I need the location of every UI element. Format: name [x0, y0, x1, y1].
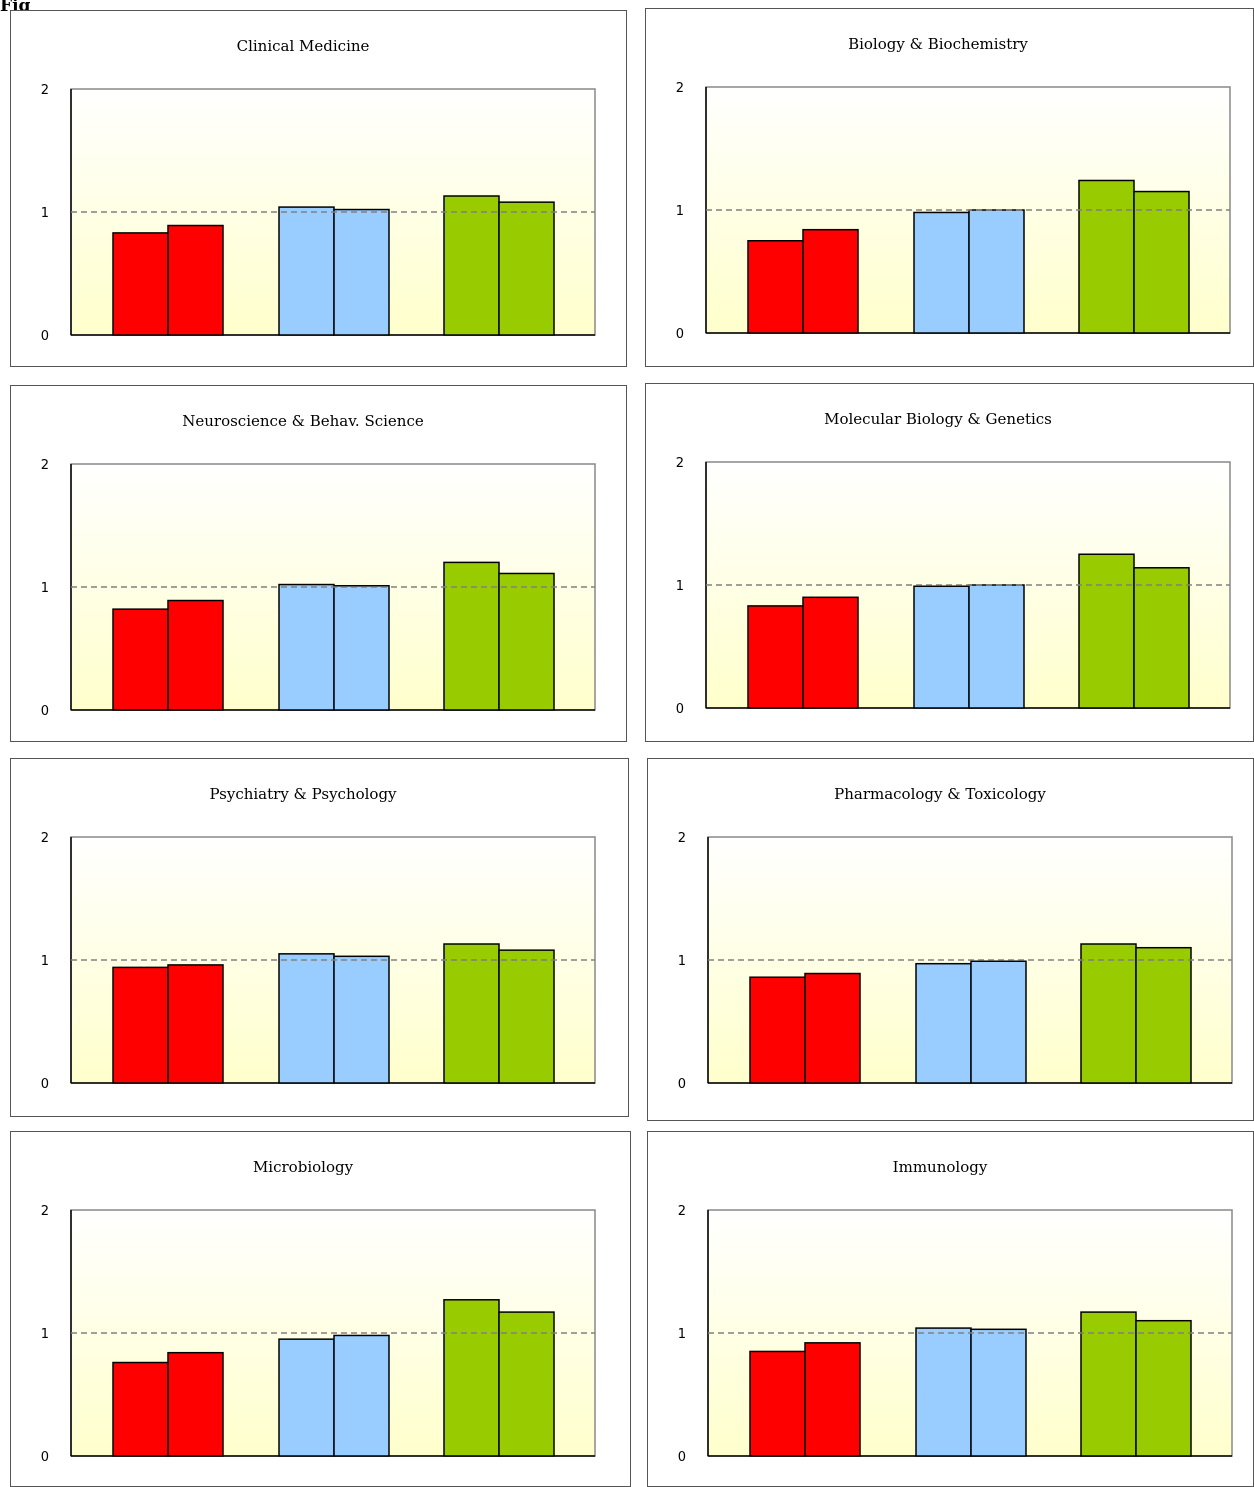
- biology-biochemistry-bar-green-1: [1078, 179, 1135, 334]
- chart-panel-microbiology: Microbiology 0 1 2: [10, 1131, 631, 1487]
- chart-title: Pharmacology & Toxicology: [834, 785, 1046, 803]
- y-tick-label-1: 1: [676, 204, 684, 219]
- microbiology-bar-red-1: [112, 1361, 169, 1457]
- y-tick-label-1: 1: [41, 206, 49, 221]
- psychiatry-psychology-bar-green-2: [498, 949, 555, 1084]
- chart-title: Microbiology: [253, 1158, 354, 1176]
- chart-title: Immunology: [893, 1158, 988, 1176]
- immunology-bar-red-2: [804, 1342, 861, 1457]
- microbiology-bar-blue-2: [333, 1334, 390, 1457]
- microbiology-bar-red-2: [167, 1351, 224, 1457]
- y-tick-label-1: 1: [41, 954, 49, 969]
- chart-svg: Psychiatry & Psychology 0 1 2: [41, 785, 596, 1092]
- chart-title: Neuroscience & Behav. Science: [182, 412, 424, 430]
- clinical-medicine-bar-red-2: [167, 224, 224, 336]
- chart-panel-biology-biochemistry: Biology & Biochemistry 0 1 2: [645, 8, 1254, 367]
- psychiatry-psychology-bar-green-1: [443, 943, 500, 1084]
- immunology-bar-blue-2: [970, 1328, 1027, 1457]
- biology-biochemistry-bar-blue-1: [913, 211, 970, 334]
- immunology-bar-green-2: [1135, 1319, 1192, 1457]
- psychiatry-psychology-bar-red-1: [112, 966, 169, 1084]
- molecular-biology-genetics-bar-green-2: [1133, 567, 1190, 709]
- y-tick-label-0: 0: [41, 329, 49, 344]
- chart-title: Biology & Biochemistry: [848, 35, 1028, 53]
- y-tick-label-0: 0: [678, 1450, 686, 1465]
- pharmacology-toxicology-bar-red-2: [804, 972, 861, 1084]
- chart-panel-immunology: Immunology 0 1 2: [647, 1131, 1254, 1487]
- y-tick-label-0: 0: [678, 1077, 686, 1092]
- psychiatry-psychology-bar-red-2: [167, 964, 224, 1084]
- y-tick-label-2: 2: [41, 831, 49, 846]
- y-tick-label-0: 0: [676, 327, 684, 342]
- pharmacology-toxicology-bar-red-1: [749, 976, 806, 1084]
- microbiology-bar-blue-1: [278, 1338, 335, 1457]
- chart-panel-pharmacology-toxicology: Pharmacology & Toxicology 0 1 2: [647, 758, 1254, 1121]
- clinical-medicine-bar-green-2: [498, 201, 555, 336]
- y-tick-label-2: 2: [676, 456, 684, 471]
- chart-svg: Neuroscience & Behav. Science 0 1 2: [41, 412, 596, 719]
- neuroscience-behav-science-bar-red-2: [167, 599, 224, 711]
- biology-biochemistry-bar-red-1: [747, 240, 804, 334]
- chart-panel-clinical-medicine: Clinical Medicine 0 1 2: [10, 10, 627, 367]
- chart-svg: Microbiology 0 1 2: [41, 1158, 596, 1465]
- chart-svg: Pharmacology & Toxicology 0 1 2: [678, 785, 1233, 1092]
- molecular-biology-genetics-bar-red-1: [747, 605, 804, 709]
- y-tick-label-2: 2: [678, 831, 686, 846]
- chart-svg: Biology & Biochemistry 0 1 2: [676, 35, 1231, 342]
- chart-title: Molecular Biology & Genetics: [824, 410, 1052, 428]
- neuroscience-behav-science-bar-red-1: [112, 608, 169, 711]
- chart-svg: Clinical Medicine 0 1 2: [41, 37, 596, 344]
- biology-biochemistry-bar-green-2: [1133, 190, 1190, 334]
- chart-panel-psychiatry-psychology: Psychiatry & Psychology 0 1 2: [10, 758, 629, 1117]
- molecular-biology-genetics-bar-blue-2: [968, 584, 1025, 709]
- biology-biochemistry-bar-red-2: [802, 228, 859, 334]
- chart-panel-molecular-biology: Molecular Biology & Genetics 0 1 2: [645, 383, 1254, 742]
- pharmacology-toxicology-bar-green-1: [1080, 943, 1137, 1084]
- pharmacology-toxicology-bar-blue-1: [915, 962, 972, 1084]
- y-tick-label-1: 1: [678, 1327, 686, 1342]
- pharmacology-toxicology-bar-green-2: [1135, 946, 1192, 1084]
- figure-label: Fig: [0, 0, 31, 12]
- y-tick-label-1: 1: [678, 954, 686, 969]
- immunology-bar-green-1: [1080, 1311, 1137, 1457]
- y-tick-label-1: 1: [676, 579, 684, 594]
- psychiatry-psychology-bar-blue-2: [333, 955, 390, 1084]
- neuroscience-behav-science-bar-blue-2: [333, 585, 390, 711]
- pharmacology-toxicology-bar-blue-2: [970, 960, 1027, 1084]
- y-tick-label-0: 0: [41, 1077, 49, 1092]
- chart-svg: Molecular Biology & Genetics 0 1 2: [676, 410, 1231, 717]
- y-tick-label-2: 2: [41, 83, 49, 98]
- clinical-medicine-bar-green-1: [443, 195, 500, 336]
- neuroscience-behav-science-bar-blue-1: [278, 583, 335, 711]
- microbiology-bar-green-1: [443, 1299, 500, 1457]
- y-tick-label-2: 2: [678, 1204, 686, 1219]
- molecular-biology-genetics-bar-red-2: [802, 596, 859, 709]
- y-tick-label-2: 2: [41, 1204, 49, 1219]
- biology-biochemistry-bar-blue-2: [968, 209, 1025, 334]
- chart-title: Clinical Medicine: [237, 37, 370, 55]
- neuroscience-behav-science-bar-green-2: [498, 572, 555, 711]
- clinical-medicine-bar-blue-2: [333, 208, 390, 336]
- psychiatry-psychology-bar-blue-1: [278, 953, 335, 1084]
- clinical-medicine-bar-blue-1: [278, 206, 335, 336]
- clinical-medicine-bar-red-1: [112, 232, 169, 336]
- chart-title: Psychiatry & Psychology: [209, 785, 397, 803]
- y-tick-label-1: 1: [41, 1327, 49, 1342]
- microbiology-bar-green-2: [498, 1311, 555, 1457]
- immunology-bar-blue-1: [915, 1327, 972, 1457]
- chart-svg: Immunology 0 1 2: [678, 1158, 1233, 1465]
- molecular-biology-genetics-bar-blue-1: [913, 585, 970, 709]
- chart-panel-neuroscience: Neuroscience & Behav. Science 0 1 2: [10, 385, 627, 742]
- y-tick-label-2: 2: [676, 81, 684, 96]
- immunology-bar-red-1: [749, 1350, 806, 1457]
- y-tick-label-0: 0: [41, 704, 49, 719]
- y-tick-label-2: 2: [41, 458, 49, 473]
- neuroscience-behav-science-bar-green-1: [443, 561, 500, 711]
- y-tick-label-0: 0: [41, 1450, 49, 1465]
- y-tick-label-0: 0: [676, 702, 684, 717]
- y-tick-label-1: 1: [41, 581, 49, 596]
- molecular-biology-genetics-bar-green-1: [1078, 553, 1135, 709]
